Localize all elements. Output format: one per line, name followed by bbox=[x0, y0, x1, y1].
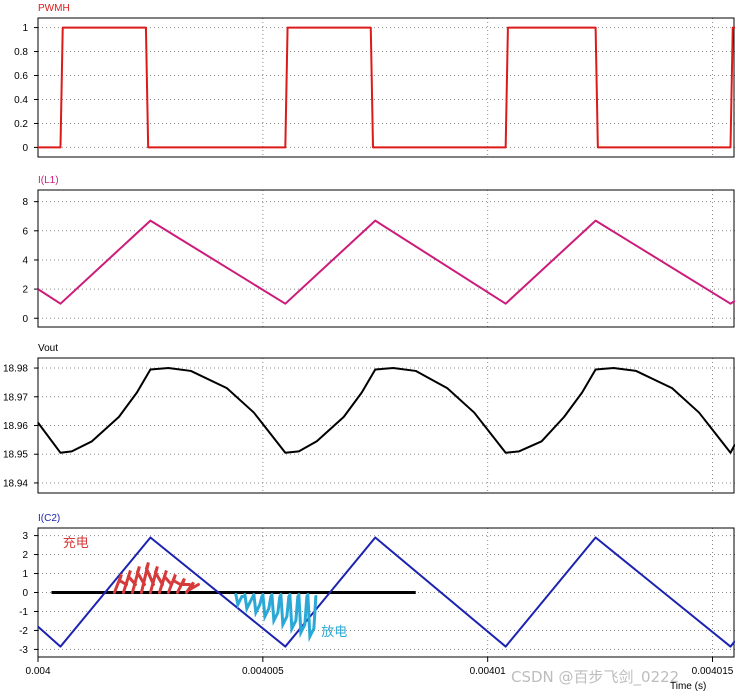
y-tick-label: 0.2 bbox=[14, 119, 28, 130]
y-tick-label: 0 bbox=[22, 143, 28, 154]
discharge-hatch bbox=[270, 593, 282, 627]
panel-frame bbox=[37, 189, 735, 328]
y-tick-label: 18.98 bbox=[3, 364, 28, 375]
annotation-label: 放电 bbox=[321, 625, 347, 640]
y-tick-label: 1 bbox=[22, 569, 28, 580]
panel-0: PWMH 0 0.2 0.4 0.6 0.8 1 bbox=[14, 3, 735, 158]
y-tick-label: 8 bbox=[22, 197, 28, 208]
discharge-hatch bbox=[288, 593, 300, 635]
charge-hatch bbox=[121, 570, 137, 594]
discharge-hatch bbox=[306, 593, 318, 643]
annotation-label: 充电 bbox=[63, 535, 89, 551]
panel-frame bbox=[37, 357, 735, 494]
x-tick-label: 0.004005 bbox=[242, 666, 284, 677]
y-tick-label: -3 bbox=[19, 645, 28, 656]
charge-hatch bbox=[157, 570, 173, 594]
charge-hatch bbox=[148, 566, 164, 594]
panel-1: I(L1) 0 2 4 6 8 bbox=[22, 175, 735, 328]
charge-hatch bbox=[112, 573, 128, 594]
panel-title: Vout bbox=[38, 343, 58, 354]
y-tick-label: 0.4 bbox=[14, 95, 28, 106]
series-line-Vout bbox=[37, 367, 735, 454]
y-tick-label: 18.97 bbox=[3, 392, 28, 403]
y-tick-label: 18.95 bbox=[3, 450, 28, 461]
discharge-hatch bbox=[261, 593, 273, 622]
y-tick-label: 2 bbox=[22, 550, 28, 561]
series-line-I(L1) bbox=[37, 219, 735, 305]
discharge-hatch bbox=[252, 593, 264, 618]
panel-title: I(C2) bbox=[38, 513, 60, 524]
y-tick-label: 0 bbox=[22, 314, 28, 325]
discharge-hatch bbox=[297, 593, 309, 639]
series-line-PWMH bbox=[38, 26, 735, 149]
y-tick-label: 3 bbox=[22, 531, 28, 542]
panel-title: PWMH bbox=[38, 3, 70, 14]
x-tick-label: 0.00401 bbox=[470, 666, 507, 677]
panel-title: I(L1) bbox=[38, 175, 59, 186]
y-tick-label: 4 bbox=[22, 255, 28, 266]
y-tick-label: 1 bbox=[22, 23, 28, 34]
charge-hatch bbox=[166, 573, 182, 594]
panel-frame bbox=[37, 527, 735, 658]
charge-hatch bbox=[130, 566, 146, 594]
y-tick-label: 2 bbox=[22, 285, 28, 296]
y-tick-label: 0.6 bbox=[14, 71, 28, 82]
y-tick-label: 0 bbox=[22, 588, 28, 599]
y-tick-label: 6 bbox=[22, 226, 28, 237]
x-tick-label: 0.004015 bbox=[692, 666, 734, 677]
x-axis-label: Time (s) bbox=[670, 681, 706, 692]
series-line-I(C2) bbox=[37, 536, 735, 648]
charge-hatch bbox=[175, 577, 191, 594]
y-tick-label: 0.8 bbox=[14, 47, 28, 58]
discharge-hatch bbox=[243, 593, 255, 614]
y-tick-label: -1 bbox=[19, 607, 28, 618]
panel-frame bbox=[37, 17, 735, 158]
y-tick-label: 18.94 bbox=[3, 478, 28, 489]
discharge-hatch bbox=[279, 593, 291, 631]
discharge-hatch bbox=[234, 593, 246, 610]
charge-hatch bbox=[184, 581, 200, 594]
panel-2: Vout 18.94 18.95 18.96 18.97 18.98 bbox=[3, 343, 735, 494]
x-tick-label: 0.004 bbox=[25, 666, 50, 677]
y-tick-label: 18.96 bbox=[3, 421, 28, 432]
y-tick-label: -2 bbox=[19, 626, 28, 637]
charge-hatch bbox=[139, 562, 155, 594]
watermark: CSDN @百步飞剑_0222 bbox=[511, 668, 680, 686]
